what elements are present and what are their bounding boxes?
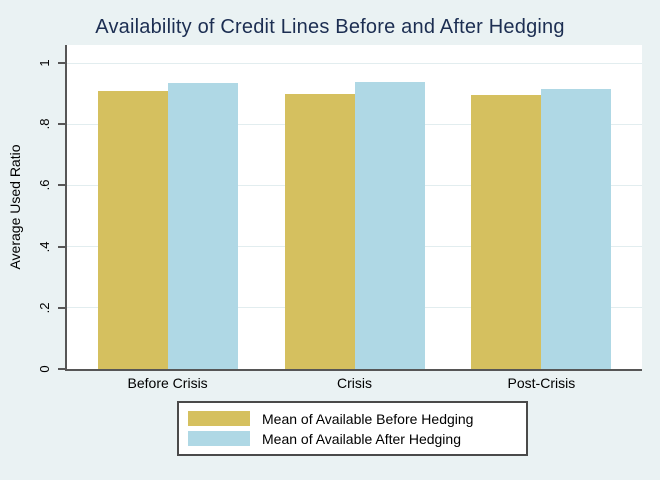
y-tick-label: .6	[36, 179, 52, 191]
y-axis-tick	[58, 184, 65, 187]
y-tick-label: .2	[36, 302, 52, 314]
legend-swatch	[188, 411, 250, 426]
y-tick-label: .8	[36, 118, 52, 130]
y-axis-label: Average Used Ratio	[7, 144, 23, 270]
y-tick-label: .4	[36, 241, 52, 253]
bar-crisis-series2	[354, 82, 425, 369]
plot-area: 0 .2 .4 .6 .8 1 Before Crisis Crisis Post-Crisis	[37, 45, 642, 391]
bar-post-crisis-series2	[541, 89, 612, 369]
y-tick-label: 0	[36, 365, 52, 373]
legend-item: Mean of Available Before Hedging	[188, 410, 474, 427]
y-axis-tick	[58, 62, 65, 64]
x-category-label: Crisis	[337, 375, 372, 391]
y-axis-tick	[58, 368, 65, 370]
x-category-label: Before Crisis	[127, 375, 208, 391]
y-axis-tick	[58, 123, 65, 126]
legend-label: Mean of Available After Hedging	[262, 430, 461, 447]
legend-item: Mean of Available After Hedging	[188, 430, 461, 447]
x-category-label: Post-Crisis	[507, 375, 576, 391]
legend: Mean of Available Before Hedging Mean of …	[177, 401, 528, 456]
y-axis-tick	[58, 245, 65, 248]
legend-label: Mean of Available Before Hedging	[262, 410, 474, 427]
bar-before-crisis-series1	[97, 90, 168, 369]
chart-title: Availability of Credit Lines Before and …	[95, 16, 565, 38]
bar-post-crisis-series1	[471, 95, 542, 369]
bar-before-crisis-series2	[167, 82, 238, 369]
legend-swatch	[188, 431, 250, 446]
y-tick-label: 1	[36, 59, 52, 67]
gridline	[67, 62, 642, 64]
y-axis-tick	[58, 306, 65, 309]
bar-crisis-series1	[284, 93, 355, 369]
